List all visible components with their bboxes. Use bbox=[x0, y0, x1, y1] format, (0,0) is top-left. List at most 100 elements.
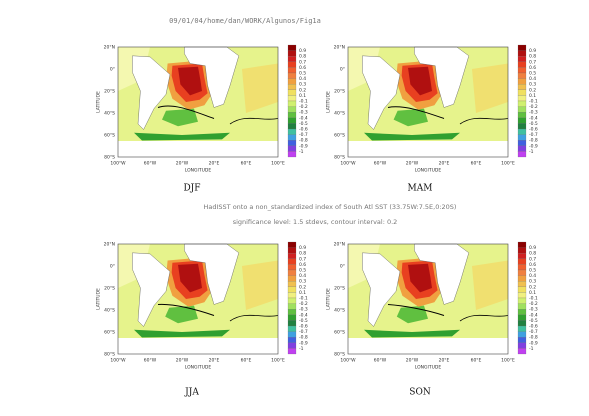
colorbar-label: -1 bbox=[299, 346, 304, 352]
colorbar-box bbox=[517, 140, 527, 146]
continent bbox=[132, 55, 171, 130]
map-frame bbox=[117, 243, 279, 355]
colorbar-label: -0.4 bbox=[529, 115, 538, 121]
colorbar-label: 0.1 bbox=[299, 290, 306, 296]
colorbar-box bbox=[287, 348, 297, 355]
colorbar-box bbox=[517, 128, 527, 135]
colorbar-box bbox=[517, 309, 527, 315]
antarctic bbox=[118, 338, 278, 355]
colorbar-box bbox=[517, 292, 527, 299]
colorbar-box bbox=[287, 269, 297, 276]
colorbar-box bbox=[517, 314, 527, 321]
colorbar-label: 0.3 bbox=[529, 82, 536, 88]
colorbar-label: 0.8 bbox=[529, 54, 536, 60]
colorbar-box bbox=[287, 100, 297, 107]
colorbar-label: 0.9 bbox=[299, 48, 306, 54]
colorbar-box bbox=[517, 303, 527, 310]
colorbar-label: -0.9 bbox=[529, 143, 538, 149]
colorbar-box bbox=[517, 325, 527, 332]
field-pos bbox=[178, 263, 202, 293]
colorbar-box bbox=[517, 342, 527, 349]
contour bbox=[387, 304, 445, 316]
map-frame bbox=[117, 46, 279, 158]
colorbar-label: 0.8 bbox=[299, 251, 306, 257]
colorbar-box bbox=[517, 281, 527, 287]
colorbar-label: 0.9 bbox=[529, 48, 536, 54]
colorbar-box bbox=[517, 95, 527, 102]
colorbar-box bbox=[517, 286, 527, 293]
colorbar-label: -1 bbox=[299, 149, 304, 155]
colorbar-label: -0.9 bbox=[529, 340, 538, 346]
colorbar-label: -0.4 bbox=[529, 312, 538, 318]
field-neg bbox=[134, 329, 230, 338]
x-tick-label: 100°E bbox=[501, 358, 515, 364]
field-light bbox=[242, 260, 278, 310]
colorbar-box bbox=[517, 89, 527, 96]
colorbar-label: 0.7 bbox=[299, 59, 306, 65]
colorbar-label: -0.5 bbox=[529, 318, 538, 324]
y-tick-label: 0° bbox=[110, 67, 115, 73]
colorbar-box bbox=[287, 106, 297, 113]
colorbar-box bbox=[517, 56, 527, 62]
colorbar-box bbox=[287, 297, 297, 304]
colorbar-label: -0.5 bbox=[529, 121, 538, 127]
y-tick-label: 20°N bbox=[104, 242, 115, 248]
colorbar-label: 0.1 bbox=[529, 93, 536, 99]
antarctic bbox=[348, 338, 508, 355]
colorbar-box bbox=[517, 117, 527, 124]
colorbar-label: -0.9 bbox=[299, 340, 308, 346]
colorbar-box bbox=[287, 44, 297, 51]
colorbar-box bbox=[287, 84, 297, 90]
field-neg bbox=[364, 132, 460, 141]
colorbar-box bbox=[287, 247, 297, 254]
x-axis-label: LONGITUDE bbox=[415, 168, 442, 174]
colorbar-box bbox=[287, 67, 297, 74]
colorbar-label: 0.5 bbox=[299, 268, 306, 274]
colorbar-box bbox=[287, 314, 297, 321]
y-tick-label: 20°S bbox=[104, 89, 115, 95]
colorbar-label: -0.9 bbox=[299, 143, 308, 149]
x-tick-label: 100°W bbox=[340, 161, 356, 167]
colorbar-box bbox=[517, 84, 527, 90]
y-tick-label: 0° bbox=[340, 67, 345, 73]
colorbar-label: 0.1 bbox=[299, 93, 306, 99]
x-tick-label: 100°W bbox=[110, 358, 126, 364]
colorbar-label: -0.8 bbox=[299, 138, 308, 144]
colorbar-label: 0.2 bbox=[529, 284, 536, 290]
colorbar-box bbox=[287, 61, 297, 68]
field-pos bbox=[178, 66, 202, 96]
x-tick-label: 20°E bbox=[209, 358, 220, 364]
contour bbox=[229, 314, 279, 322]
colorbar-label: 0.6 bbox=[299, 262, 306, 268]
colorbar-box bbox=[517, 269, 527, 276]
panel-label: MAM bbox=[408, 184, 433, 194]
colorbar-label: -0.8 bbox=[529, 335, 538, 341]
colorbar-box bbox=[517, 61, 527, 68]
colorbar-label: 0.9 bbox=[299, 245, 306, 251]
map-frame bbox=[347, 243, 509, 355]
colorbar-box bbox=[517, 151, 527, 158]
colorbar-label: -0.8 bbox=[299, 335, 308, 341]
colorbar-box bbox=[287, 303, 297, 310]
field-light bbox=[242, 63, 278, 113]
colorbar-label: 0.3 bbox=[299, 279, 306, 285]
x-tick-label: 100°W bbox=[340, 358, 356, 364]
map-frame bbox=[347, 46, 509, 158]
colorbar-box bbox=[517, 331, 527, 338]
colorbar-label: -1 bbox=[529, 149, 534, 155]
x-tick-label: 100°E bbox=[271, 161, 285, 167]
x-tick-label: 20°W bbox=[176, 358, 189, 364]
contour bbox=[387, 106, 445, 119]
y-tick-label: 40°S bbox=[104, 111, 115, 117]
x-tick-label: 100°E bbox=[271, 358, 285, 364]
x-axis-label: LONGITUDE bbox=[415, 365, 442, 371]
colorbar-label: 0.2 bbox=[299, 87, 306, 93]
y-tick-label: 60°S bbox=[334, 133, 345, 139]
colorbar-box bbox=[287, 286, 297, 293]
colorbar-box bbox=[517, 241, 527, 248]
x-tick-label: 100°E bbox=[501, 161, 515, 167]
y-tick-label: 20°S bbox=[104, 286, 115, 292]
panel-label: JJA bbox=[184, 388, 199, 398]
x-tick-label: 60°W bbox=[144, 358, 157, 364]
colorbar-box bbox=[517, 67, 527, 74]
